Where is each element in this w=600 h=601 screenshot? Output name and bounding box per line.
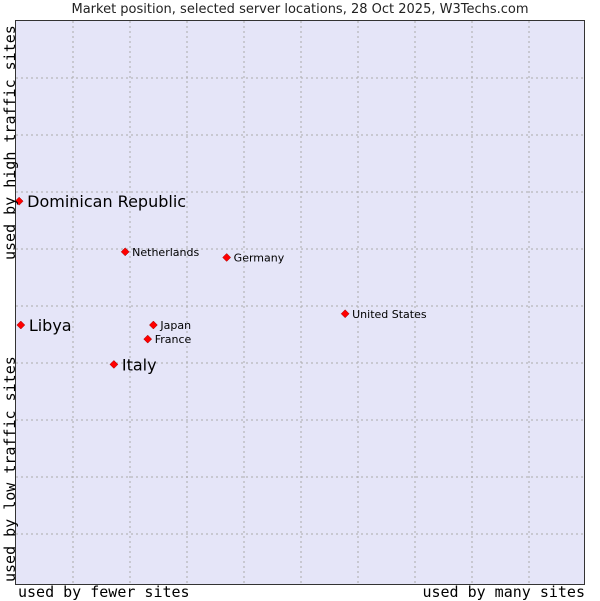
- x-axis-label-high: used by many sites: [422, 583, 585, 601]
- point-dominican-republic: [16, 196, 24, 206]
- x-axis-label-low: used by fewer sites: [18, 583, 190, 601]
- point-label-japan: Japan: [159, 319, 191, 332]
- plot-area: Dominican Republic Netherlands Germany Unit…: [15, 20, 585, 585]
- point-japan: [149, 320, 158, 330]
- point-label-dominican-republic: Dominican Republic: [27, 192, 186, 211]
- point-france: [143, 334, 153, 344]
- point-netherlands: [120, 247, 130, 257]
- point-libya: [16, 320, 26, 330]
- point-label-italy: Italy: [122, 355, 157, 374]
- point-label-united-states: United States: [352, 308, 427, 321]
- point-label-germany: Germany: [234, 251, 285, 264]
- scatter-plot: Dominican Republic Netherlands Germany Unit…: [16, 21, 584, 584]
- point-united-states: [340, 309, 350, 319]
- point-label-libya: Libya: [29, 316, 72, 335]
- point-label-netherlands: Netherlands: [132, 246, 199, 259]
- point-italy: [109, 360, 119, 369]
- point-germany: [222, 253, 232, 262]
- y-axis-label-high: used by high traffic sites: [1, 25, 19, 260]
- y-axis-label-low: used by low traffic sites: [1, 356, 19, 582]
- point-label-france: France: [155, 333, 192, 346]
- chart-title: Market position, selected server locatio…: [71, 2, 529, 17]
